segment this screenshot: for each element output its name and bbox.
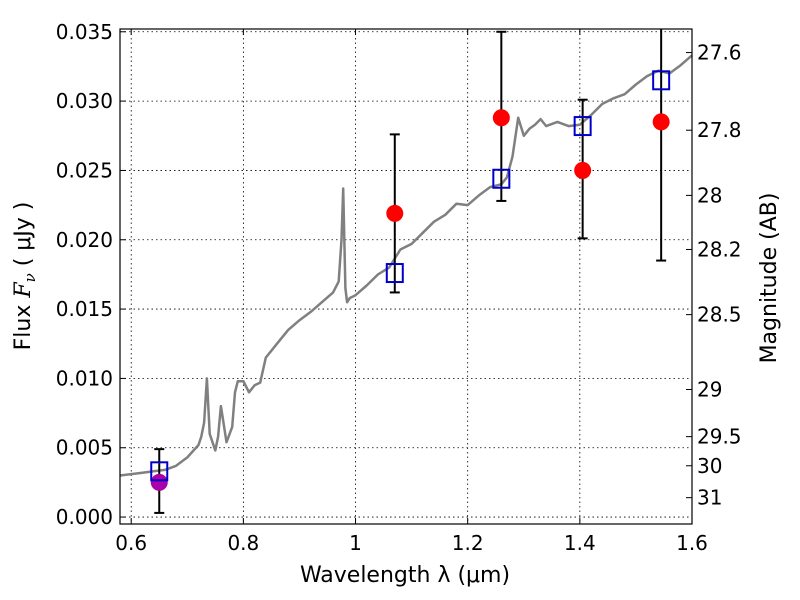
observed-flux-point bbox=[574, 161, 592, 179]
x-tick-label: 1 bbox=[349, 531, 362, 555]
y-tick-label: 0.030 bbox=[56, 89, 113, 113]
y2-tick-label: 30 bbox=[697, 454, 722, 478]
model-band-square bbox=[385, 263, 404, 284]
x-tick-label: 0.8 bbox=[227, 531, 259, 555]
y2-tick-label: 29.5 bbox=[697, 425, 742, 449]
y2-axis-label: Magnitude (AB) bbox=[757, 193, 782, 364]
y-tick-label: 0.035 bbox=[56, 20, 113, 44]
spectrum-line bbox=[119, 54, 693, 477]
y-tick-label: 0.005 bbox=[56, 436, 113, 460]
x-axis-label: Wavelength λ (μm) bbox=[300, 563, 510, 588]
x-axis-ticks: 0.6 0.8 1 1.2 1.4 1.6 bbox=[115, 29, 708, 555]
y-axis-label: Flux Fν ( μJy ) bbox=[11, 202, 39, 351]
y2-tick-label: 28.2 bbox=[697, 237, 742, 261]
x-tick-label: 1.2 bbox=[452, 531, 484, 555]
observed-flux-point bbox=[652, 113, 670, 131]
model-band-square bbox=[492, 168, 511, 189]
y2-tick-label: 31 bbox=[697, 486, 722, 510]
y-tick-label: 0.010 bbox=[56, 366, 113, 390]
grid-lines bbox=[120, 29, 693, 524]
x-tick-label: 1.4 bbox=[564, 531, 596, 555]
model-band-square bbox=[150, 461, 169, 482]
y-tick-label: 0.025 bbox=[56, 158, 113, 182]
observed-flux-point bbox=[386, 204, 404, 222]
y2-tick-label: 28 bbox=[697, 183, 722, 207]
y2-tick-label: 29 bbox=[697, 378, 722, 402]
observed-flux-point bbox=[150, 473, 168, 491]
spectrum-series bbox=[119, 54, 693, 477]
y-tick-label: 0.020 bbox=[56, 228, 113, 252]
x-tick-label: 1.6 bbox=[676, 531, 708, 555]
y-tick-label: 0.000 bbox=[56, 505, 113, 529]
y-tick-label: 0.015 bbox=[56, 297, 113, 321]
marker-series bbox=[150, 70, 671, 491]
y2-tick-label: 27.8 bbox=[697, 118, 742, 142]
y2-tick-label: 28.5 bbox=[697, 303, 742, 327]
plot-frame bbox=[119, 28, 693, 525]
observed-flux-point bbox=[492, 109, 510, 127]
x-tick-label: 0.6 bbox=[115, 531, 147, 555]
model-band-square bbox=[652, 70, 671, 91]
model-band-square bbox=[573, 116, 592, 137]
y2-tick-label: 27.6 bbox=[697, 41, 742, 65]
y2-axis-ticks: 27.6 27.8 28 28.2 28.5 29 29.5 30 31 bbox=[686, 41, 742, 510]
y-axis-ticks: 0.000 0.005 0.010 0.015 0.020 0.025 0.030 0.035 bbox=[56, 20, 126, 529]
